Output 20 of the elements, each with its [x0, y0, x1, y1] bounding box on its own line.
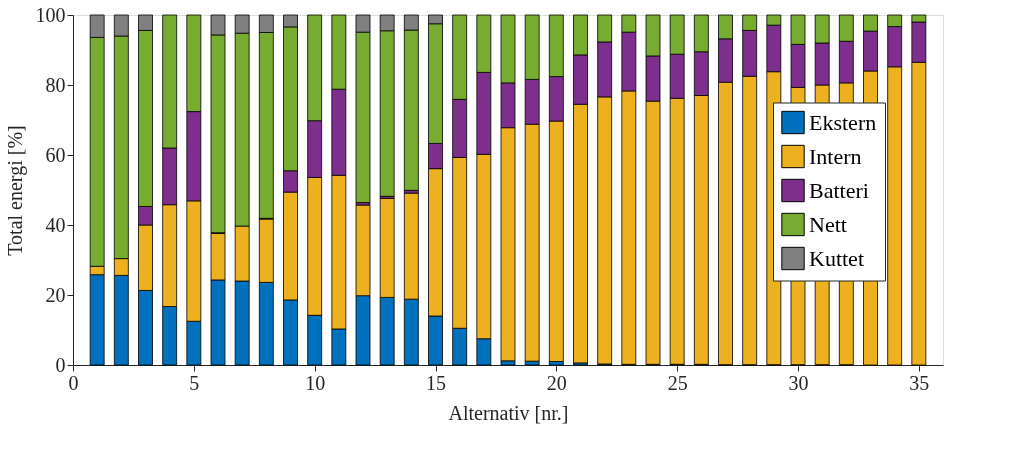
y-tick-label: 60 — [45, 143, 66, 166]
y-axis-title: Total energi [%] — [3, 125, 27, 256]
x-tick-label: 30 — [788, 371, 809, 394]
x-tick-label: 20 — [546, 371, 567, 394]
y-tick-label: 80 — [45, 73, 66, 96]
x-tick-label: 25 — [667, 371, 688, 394]
legend-label: Intern — [809, 143, 862, 169]
x-tick-label: 35 — [909, 371, 930, 394]
legend-label: Kuttet — [809, 245, 864, 271]
x-tick-label: 10 — [305, 371, 326, 394]
legend-label: Batteri — [809, 177, 869, 203]
legend-label: Ekstern — [809, 109, 877, 135]
x-axis-title: Alternativ [nr.] — [448, 401, 569, 424]
y-tick-label: 40 — [45, 213, 66, 236]
legend-label: Nett — [809, 211, 847, 237]
x-tick-label: 15 — [426, 371, 446, 394]
y-tick-label: 100 — [35, 3, 66, 26]
y-tick-label: 20 — [45, 283, 66, 306]
x-tick-label: 5 — [189, 371, 200, 394]
y-tick-label: 0 — [55, 353, 66, 376]
